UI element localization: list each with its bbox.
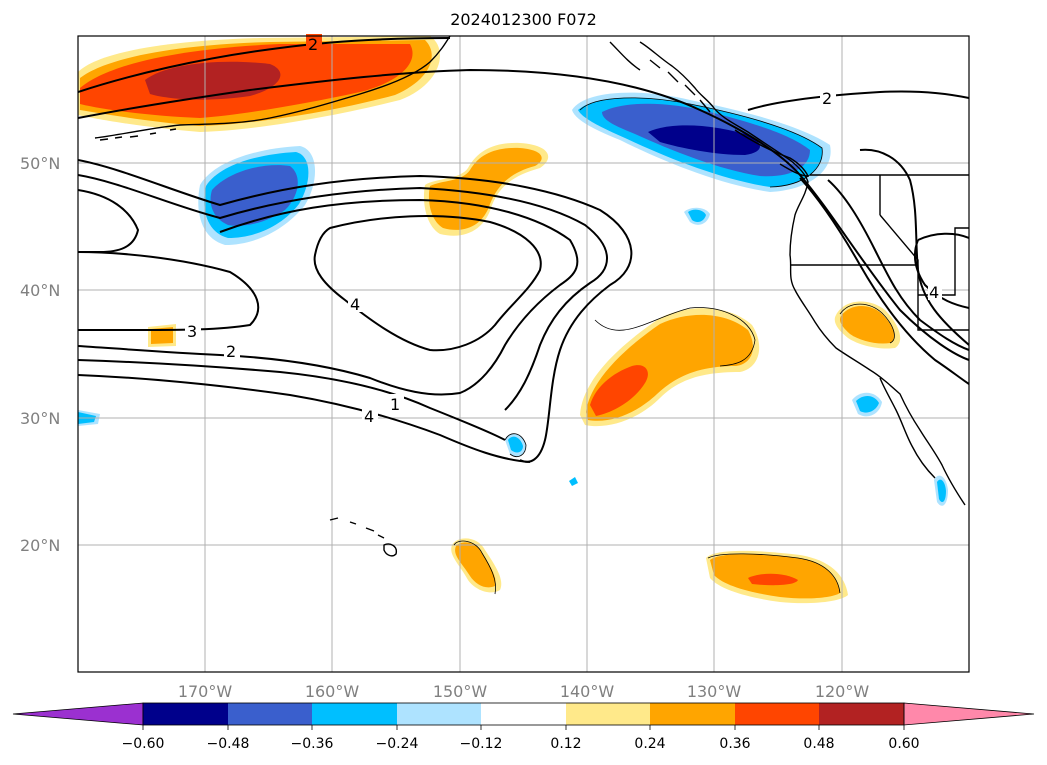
colorbar-segment	[735, 703, 819, 725]
negative-anomaly-small-3-core	[856, 395, 879, 413]
contour-line	[859, 148, 969, 346]
positive-anomaly-hawaii-east-core	[455, 542, 496, 588]
negative-anomaly-pacific-northwest-peak	[648, 125, 760, 155]
contour-line	[313, 215, 542, 352]
contour-line	[799, 177, 969, 385]
contour-label: 2	[226, 342, 236, 361]
contour-label: 4	[364, 407, 374, 426]
southeast-alaska-islands	[609, 41, 711, 113]
lon-label: 130°W	[687, 682, 742, 701]
positive-anomaly-subtropical-east-inner	[590, 365, 648, 416]
contour-line	[78, 37, 451, 93]
positive-anomaly-california-core	[840, 305, 895, 344]
contour-line	[747, 90, 969, 111]
anomaly-shading	[78, 36, 948, 604]
north-america-west-coast	[639, 41, 966, 506]
contour-line	[78, 174, 608, 411]
colorbar-segment	[819, 703, 904, 725]
contour-line	[78, 159, 633, 463]
colorbar-tick-label: −0.48	[207, 736, 250, 752]
lon-label: 120°W	[815, 682, 870, 701]
anomaly-outline	[594, 307, 756, 367]
lat-label: 40°N	[20, 281, 60, 300]
colorbar-tick-label: 0.60	[888, 736, 919, 752]
colorbar-extend-high	[903, 702, 1035, 726]
colorbar-segment	[312, 703, 397, 725]
colorbar-tick-label: −0.36	[291, 736, 334, 752]
colorbar-segment	[228, 703, 312, 725]
colorbar-tick-label: −0.60	[122, 736, 165, 752]
colorbar-tick-label: 0.24	[634, 736, 665, 752]
baja-california-coast	[879, 377, 936, 479]
coastlines	[94, 36, 969, 557]
positive-anomaly-small-west-core	[151, 327, 173, 344]
anomaly-outline	[504, 433, 527, 457]
lat-label: 30°N	[20, 409, 60, 428]
colorbar-segment	[566, 703, 650, 725]
hawaii-islands	[329, 517, 398, 557]
contour-label: 3	[187, 322, 197, 341]
colorbar-segment	[650, 703, 735, 725]
graticule	[78, 36, 969, 672]
colorbar-segment	[143, 703, 228, 725]
negative-anomaly-small-6	[569, 477, 578, 486]
colorbar-tick-label: 0.48	[803, 736, 834, 752]
lon-label: 170°W	[178, 682, 233, 701]
anomaly-outlines	[453, 97, 895, 595]
negative-anomaly-small-2-core	[508, 436, 523, 453]
colorbar-tick-label: 0.12	[550, 736, 581, 752]
contour-labels: 2 2 4 4 3 2 1 4	[185, 34, 942, 426]
anomaly-outline	[707, 553, 841, 594]
contour-line	[78, 68, 969, 361]
contour-line	[78, 251, 260, 331]
colorbar-tick-label: 0.36	[719, 736, 750, 752]
map-title: 2024012300 F072	[450, 10, 597, 29]
anomaly-outline	[839, 303, 895, 344]
contour-line	[78, 189, 140, 253]
negative-anomaly-small-1-core	[688, 209, 706, 223]
contour-label: 2	[308, 35, 318, 54]
colorbar-extend-low	[12, 702, 144, 726]
contour-label: 1	[390, 395, 400, 414]
colorbar-tick-label: −0.12	[460, 736, 503, 752]
latitude-labels: 50°N 40°N 30°N 20°N	[20, 154, 60, 555]
map-frame	[77, 35, 970, 673]
contour-label: 2	[822, 89, 832, 108]
contour-line	[78, 198, 579, 396]
anomaly-outline	[579, 97, 823, 188]
contour-label: 4	[350, 295, 360, 314]
contour-line	[827, 179, 969, 351]
colorbar-tick-label: −0.24	[376, 736, 419, 752]
contour-line	[913, 232, 969, 309]
alaska-coast	[94, 36, 451, 139]
contour-label: 4	[929, 283, 939, 302]
longitude-labels: 170°W 160°W 150°W 140°W 130°W 120°W	[178, 682, 870, 701]
colorbar-segment	[397, 703, 481, 725]
lon-label: 140°W	[560, 682, 615, 701]
aleutian-islands	[99, 128, 177, 141]
vancouver-island	[734, 129, 810, 177]
lon-label: 150°W	[433, 682, 488, 701]
lat-label: 20°N	[20, 536, 60, 555]
positive-anomaly-central-pacific-core	[428, 147, 542, 230]
colorbar-segment	[481, 703, 566, 725]
negative-anomaly-small-5-core	[937, 479, 946, 503]
lat-label: 50°N	[20, 154, 60, 173]
anomaly-outline	[453, 540, 497, 595]
colorbar: −0.60 −0.48 −0.36 −0.24 −0.12 0.12 0.24 …	[12, 702, 1035, 752]
positive-anomaly-baja-offshore-inner	[748, 573, 798, 586]
height-contours	[78, 37, 969, 463]
contour-line	[78, 359, 506, 441]
lon-label: 160°W	[305, 682, 360, 701]
contour-line	[78, 374, 531, 463]
